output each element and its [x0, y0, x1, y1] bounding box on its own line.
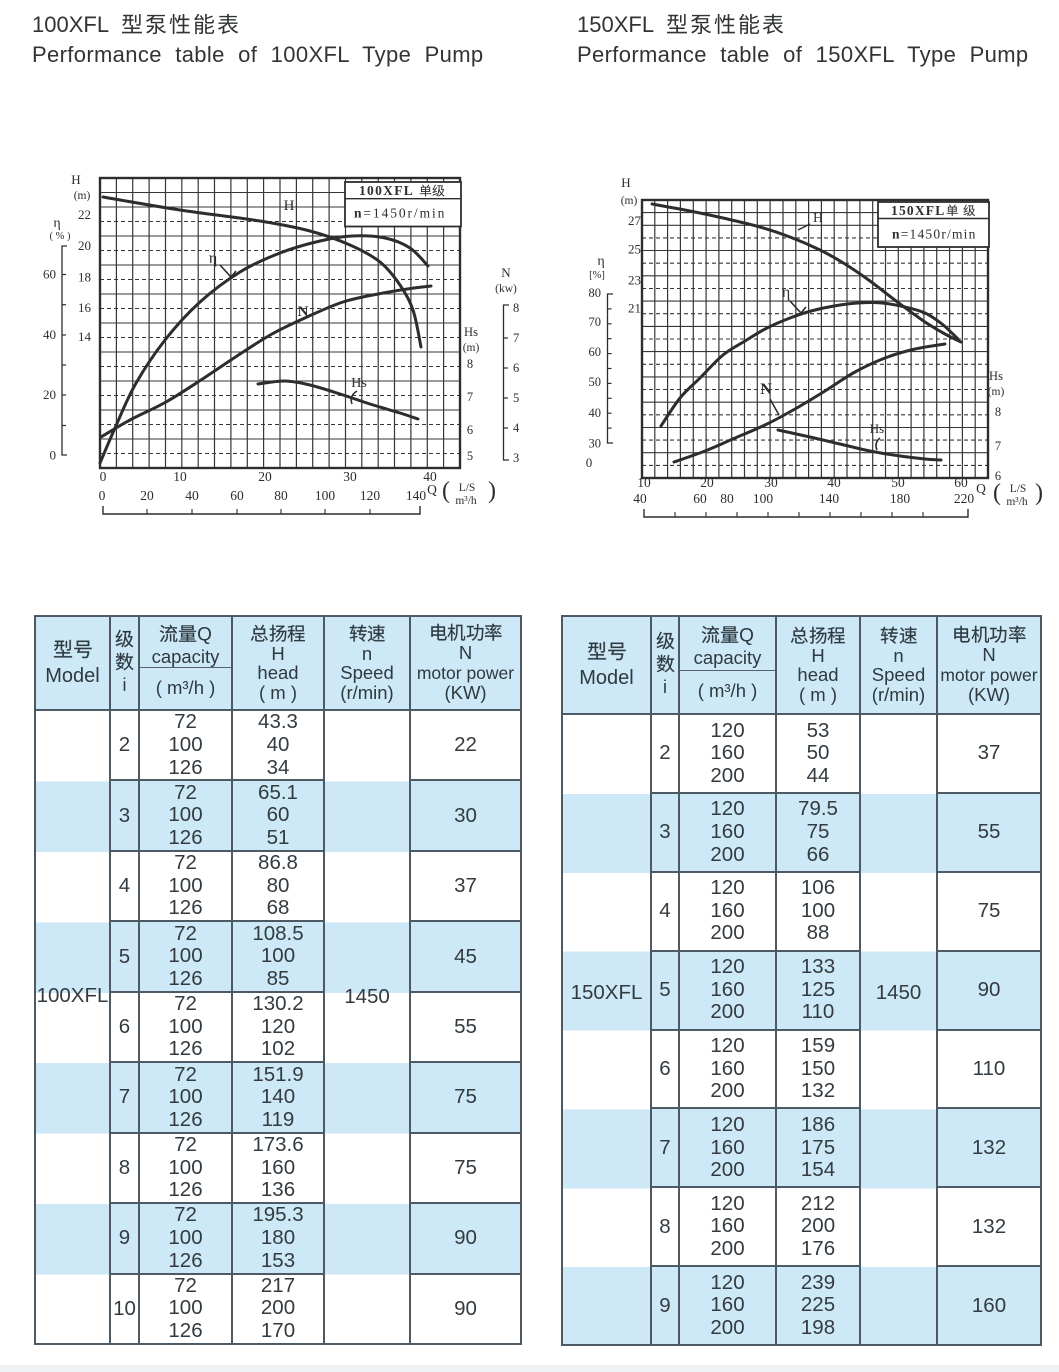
svg-text:Hs: Hs	[989, 369, 1003, 383]
svg-text:H: H	[284, 198, 295, 214]
svg-text:8: 8	[995, 405, 1001, 419]
svg-text:100: 100	[753, 491, 774, 506]
svg-text:20: 20	[43, 387, 56, 402]
svg-text:40: 40	[633, 491, 647, 506]
svg-text:10: 10	[173, 469, 187, 484]
svg-text:H: H	[71, 172, 80, 187]
svg-text:50: 50	[891, 475, 905, 490]
svg-text:7: 7	[995, 439, 1001, 453]
svg-text:(m): (m)	[621, 195, 638, 207]
svg-text:n=1450r/min: n=1450r/min	[892, 227, 977, 242]
svg-text:6: 6	[467, 423, 473, 437]
svg-text:27: 27	[628, 213, 642, 228]
svg-text:N: N	[760, 381, 772, 398]
svg-text:H: H	[621, 175, 630, 190]
svg-text:): )	[1035, 480, 1043, 506]
svg-text:7: 7	[467, 390, 473, 404]
svg-text:140: 140	[406, 488, 427, 503]
svg-text:180: 180	[890, 491, 911, 506]
svg-text:22: 22	[78, 207, 91, 222]
svg-text:20: 20	[700, 475, 714, 490]
svg-text:70: 70	[589, 315, 602, 329]
svg-text:14: 14	[78, 329, 92, 344]
svg-text:8: 8	[513, 301, 519, 315]
svg-text:150XFL: 150XFL	[891, 203, 945, 218]
svg-text:(m): (m)	[463, 342, 480, 354]
svg-text:7: 7	[513, 331, 519, 345]
svg-text:Hs: Hs	[351, 376, 367, 391]
svg-text:20: 20	[258, 469, 272, 484]
svg-text:120: 120	[360, 488, 381, 503]
svg-text:25: 25	[628, 242, 641, 257]
svg-text:18: 18	[78, 270, 91, 285]
svg-text:(: (	[993, 480, 1001, 506]
svg-text:0: 0	[99, 488, 106, 503]
svg-text:23: 23	[628, 273, 641, 288]
svg-text:50: 50	[589, 375, 602, 389]
svg-text:): )	[488, 478, 496, 504]
svg-text:0: 0	[586, 455, 593, 470]
svg-text:40: 40	[827, 475, 841, 490]
svg-text:4: 4	[513, 421, 520, 435]
svg-text:60: 60	[589, 345, 602, 359]
svg-text:6: 6	[513, 361, 519, 375]
svg-text:100: 100	[315, 488, 336, 503]
svg-text:40: 40	[185, 488, 199, 503]
svg-text:η: η	[53, 216, 60, 231]
svg-text:60: 60	[43, 267, 56, 282]
svg-text:(kw): (kw)	[495, 283, 517, 295]
svg-text:n=1450r/min: n=1450r/min	[354, 206, 446, 221]
svg-text:20: 20	[140, 488, 154, 503]
svg-text:8: 8	[467, 357, 473, 371]
svg-text:80: 80	[720, 491, 734, 506]
svg-text:100XFL: 100XFL	[359, 183, 414, 198]
svg-text:30: 30	[589, 437, 602, 451]
svg-text:Q: Q	[976, 481, 986, 496]
svg-text:(: (	[442, 478, 450, 504]
svg-text:30: 30	[764, 475, 778, 490]
svg-text:Hs: Hs	[870, 421, 884, 436]
svg-text:20: 20	[78, 238, 91, 253]
svg-text:80: 80	[274, 488, 288, 503]
svg-text:60: 60	[954, 475, 968, 490]
svg-text:η: η	[597, 254, 604, 269]
svg-text:Hs: Hs	[464, 325, 478, 339]
svg-text:η: η	[782, 284, 790, 301]
svg-text:0: 0	[50, 448, 57, 463]
svg-text:6: 6	[995, 469, 1001, 483]
svg-text:0: 0	[100, 469, 107, 484]
svg-text:220: 220	[954, 491, 975, 506]
svg-text:40: 40	[43, 327, 56, 342]
svg-text:η: η	[209, 250, 217, 267]
svg-text:N: N	[298, 304, 309, 320]
svg-text:5: 5	[513, 391, 519, 405]
svg-text:L/S: L/S	[459, 482, 476, 494]
svg-text:40: 40	[589, 406, 602, 420]
svg-text:60: 60	[693, 491, 707, 506]
svg-text:m³/h: m³/h	[1006, 496, 1028, 508]
svg-text:60: 60	[230, 488, 244, 503]
svg-text:L/S: L/S	[1010, 483, 1027, 495]
svg-text:40: 40	[423, 469, 437, 484]
svg-text:3: 3	[513, 451, 519, 465]
svg-text:140: 140	[819, 491, 840, 506]
svg-text:[%]: [%]	[589, 270, 605, 281]
svg-text:80: 80	[589, 286, 602, 300]
svg-text:10: 10	[637, 475, 651, 490]
svg-text:5: 5	[467, 449, 473, 463]
svg-text:H: H	[813, 211, 823, 226]
svg-text:30: 30	[343, 469, 357, 484]
svg-text:Q: Q	[427, 482, 437, 497]
svg-text:(m): (m)	[74, 190, 91, 202]
svg-text:( % ): ( % )	[50, 231, 71, 242]
svg-text:21: 21	[628, 301, 641, 316]
svg-text:(m): (m)	[988, 386, 1005, 398]
svg-text:m³/h: m³/h	[455, 495, 477, 507]
svg-text:16: 16	[78, 300, 92, 315]
svg-text:N: N	[501, 265, 511, 280]
